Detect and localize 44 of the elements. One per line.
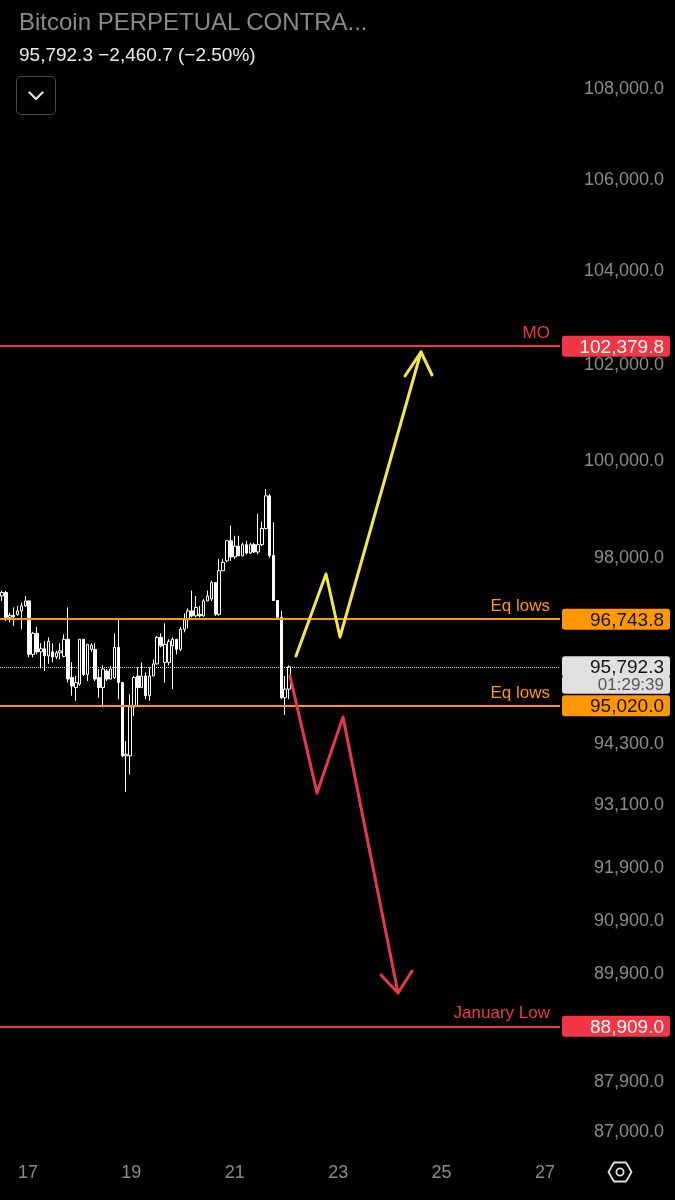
y-tick-label: 95,792.3 — [590, 656, 664, 678]
x-tick-label: 17 — [17, 1162, 38, 1182]
y-tick-label: 106,000.0 — [583, 168, 664, 189]
candlestick — [27, 599, 31, 658]
candlestick — [86, 643, 89, 682]
candlestick — [249, 542, 252, 555]
candlestick — [229, 525, 233, 562]
candlestick — [4, 590, 8, 622]
x-tick-label: 25 — [431, 1162, 452, 1182]
ref-line-label: Eq lows — [490, 682, 550, 702]
ref-line-label: MO — [522, 323, 550, 343]
candlestick — [101, 664, 105, 708]
y-tick-label: 91,900.0 — [593, 856, 664, 877]
ref-line-label: Eq lows — [490, 596, 550, 616]
y-tick-label: 87,900.0 — [593, 1071, 664, 1092]
x-tick-label: 23 — [328, 1162, 349, 1182]
y-tick-label: 96,743.8 — [590, 608, 664, 630]
y-tick-label: 94,300.0 — [593, 732, 664, 753]
candlestick — [194, 595, 198, 618]
ref-line-label: January Low — [453, 1003, 551, 1023]
candlestick — [163, 622, 167, 684]
x-tick-label: 27 — [534, 1162, 556, 1182]
candlestick — [256, 513, 260, 555]
text: 95,792.3 −2,460.7 (−2.50%) — [19, 44, 256, 65]
y-tick-label: 90,900.0 — [593, 909, 664, 930]
candlestick — [171, 636, 174, 690]
candlestick — [217, 558, 221, 617]
candlestick — [43, 640, 46, 672]
y-tick-label: 98,000.0 — [593, 546, 664, 567]
candlestick — [237, 535, 240, 557]
y-tick-label: 100,000.0 — [583, 449, 664, 470]
y-tick-label: 89,900.0 — [593, 962, 664, 983]
chart-title: Bitcoin PERPETUAL CONTRA... — [19, 7, 368, 35]
y-tick-label: 93,100.0 — [593, 794, 664, 815]
y-tick-label: 88,909.0 — [590, 1015, 664, 1037]
candlestick — [245, 540, 248, 555]
y-tick-label: 95,020.0 — [590, 695, 664, 717]
y-tick-label: 102,379.8 — [579, 335, 664, 357]
candlestick — [12, 606, 15, 627]
y-tick-label: 104,000.0 — [583, 260, 664, 281]
x-tick-label: 21 — [224, 1162, 245, 1182]
y-tick-label: 108,000.0 — [583, 78, 664, 99]
y-tick-label: 87,000.0 — [593, 1121, 664, 1141]
x-tick-label: 19 — [121, 1162, 142, 1182]
